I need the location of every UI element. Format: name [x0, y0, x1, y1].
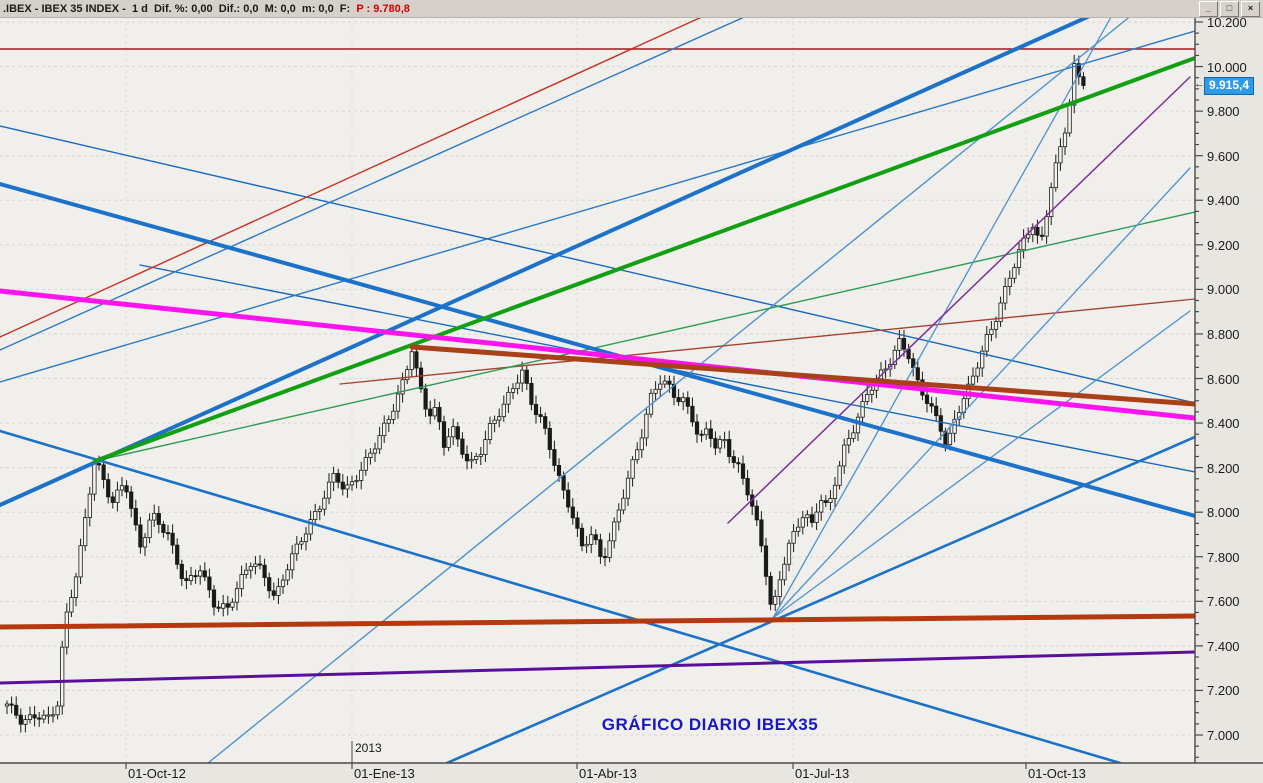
- close-button[interactable]: ×: [1241, 1, 1260, 17]
- y-axis-label: 8.200: [1207, 460, 1240, 476]
- y-axis-label: 8.600: [1207, 371, 1240, 387]
- y-axis-label: 7.400: [1207, 638, 1240, 654]
- y-axis-label: 8.400: [1207, 416, 1240, 432]
- y-axis-label: 7.800: [1207, 549, 1240, 565]
- x-axis-label: 01-Oct-12: [128, 766, 186, 781]
- y-axis-label: 9.800: [1207, 104, 1240, 120]
- y-axis-label: 8.000: [1207, 505, 1240, 521]
- window-title-bar[interactable]: .IBEX - IBEX 35 INDEX - 1 d Dif. %: 0,00…: [0, 0, 1263, 18]
- y-axis-label: 7.200: [1207, 683, 1240, 699]
- window-title-price: P : 9.780,8: [356, 2, 410, 15]
- y-axis-label: 9.200: [1207, 237, 1240, 253]
- last-price-arrow-icon: ←: [1194, 78, 1205, 91]
- last-price-badge: 9.915,4: [1204, 77, 1254, 96]
- y-axis-label: 7.000: [1207, 728, 1240, 743]
- y-axis-label: 9.000: [1207, 282, 1240, 298]
- x-axis-year-label: 2013: [355, 741, 382, 755]
- maximize-button[interactable]: □: [1220, 1, 1239, 17]
- x-axis-label: 01-Oct-13: [1028, 766, 1086, 781]
- y-axis-label: 8.800: [1207, 326, 1240, 342]
- y-axis-label: 7.600: [1207, 594, 1240, 610]
- window-controls: _ □ ×: [1199, 1, 1260, 17]
- x-axis-label: 01-Jul-13: [795, 766, 850, 781]
- x-axis-label: 01-Abr-13: [579, 766, 637, 781]
- y-axis-label: 10.200: [1207, 15, 1247, 30]
- x-axis-label: 01-Ene-13: [354, 766, 415, 781]
- minimize-button[interactable]: _: [1199, 1, 1218, 17]
- chart-watermark-title: GRÁFICO DIARIO IBEX35: [601, 715, 819, 734]
- y-axis-label: 9.400: [1207, 193, 1240, 209]
- window-title: .IBEX - IBEX 35 INDEX - 1 d Dif. %: 0,00…: [3, 2, 357, 15]
- y-axis-label: 10.000: [1207, 59, 1247, 75]
- y-axis-label: 9.600: [1207, 148, 1240, 164]
